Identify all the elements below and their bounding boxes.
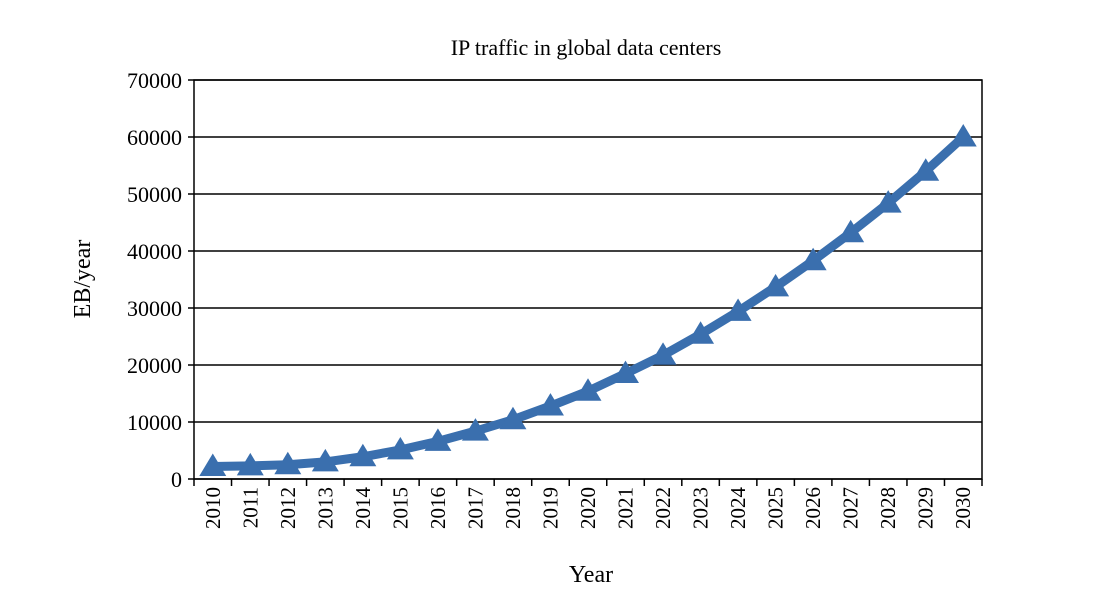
x-tick-label: 2017 (463, 487, 487, 529)
x-tick-label: 2023 (689, 487, 713, 529)
y-tick-label: 60000 (127, 125, 182, 150)
data-point-triangle (574, 378, 602, 401)
x-tick-label: 2012 (276, 487, 300, 529)
y-tick-label: 40000 (127, 239, 182, 264)
y-axis-ticks: 0 10000 20000 30000 40000 50000 60000 70000 (127, 68, 194, 492)
x-tick-label: 2021 (614, 487, 638, 529)
x-tick-label: 2010 (201, 487, 225, 529)
x-tick-label: 2015 (388, 487, 412, 529)
x-tick-label: 2013 (313, 487, 337, 529)
data-point-triangle (837, 219, 865, 243)
x-tick-label: 2025 (764, 487, 788, 529)
gridlines (194, 79, 982, 480)
data-point-triangle (649, 342, 677, 365)
x-axis-label: Year (569, 562, 613, 588)
y-tick-label: 70000 (127, 68, 182, 93)
data-point-triangle (536, 393, 564, 416)
data-point-triangle (762, 273, 790, 297)
x-tick-label: 2022 (651, 487, 675, 529)
x-tick-label: 2018 (501, 487, 525, 529)
x-tick-label: 2014 (351, 487, 375, 530)
data-point-triangle (687, 321, 715, 344)
data-point-triangle (349, 443, 377, 467)
data-point-triangle (612, 360, 640, 384)
data-point-triangle (424, 428, 452, 451)
series-group (199, 124, 977, 476)
x-tick-label: 2026 (801, 487, 825, 529)
chart-title: IP traffic in global data centers (451, 35, 722, 60)
data-point-triangle (874, 190, 902, 213)
y-tick-label: 50000 (127, 182, 182, 207)
data-point-triangle (949, 124, 977, 147)
x-tick-label: 2029 (914, 487, 938, 529)
data-point-triangle (912, 158, 940, 181)
x-axis-ticks: 2010 2011 2012 2013 2014 2015 2016 2017 2018 2019… (193, 479, 983, 530)
data-point-triangle (311, 448, 339, 472)
x-tick-label: 2030 (951, 487, 975, 529)
data-point-triangle (461, 418, 489, 441)
data-point-triangle (499, 406, 527, 430)
data-point-triangle (386, 436, 414, 460)
x-tick-label: 2011 (238, 487, 262, 528)
y-axis-label: EB/year (70, 240, 96, 319)
x-tick-label: 2020 (576, 487, 600, 529)
y-tick-label: 10000 (127, 410, 182, 435)
x-tick-label: 2028 (876, 487, 900, 529)
data-point-triangle (236, 452, 264, 476)
y-tick-label: 20000 (127, 353, 182, 378)
x-tick-label: 2027 (839, 487, 863, 529)
plot-area-frame (193, 79, 983, 480)
y-tick-label: 30000 (127, 296, 182, 321)
data-point-triangle (274, 451, 302, 475)
x-tick-label: 2024 (726, 487, 750, 530)
data-point-triangle (199, 453, 227, 476)
x-tick-label: 2019 (538, 487, 562, 529)
data-point-triangle (799, 247, 827, 271)
data-point-triangle (724, 298, 752, 321)
y-tick-label: 0 (171, 467, 182, 492)
x-tick-label: 2016 (426, 487, 450, 529)
series-line (208, 132, 968, 471)
